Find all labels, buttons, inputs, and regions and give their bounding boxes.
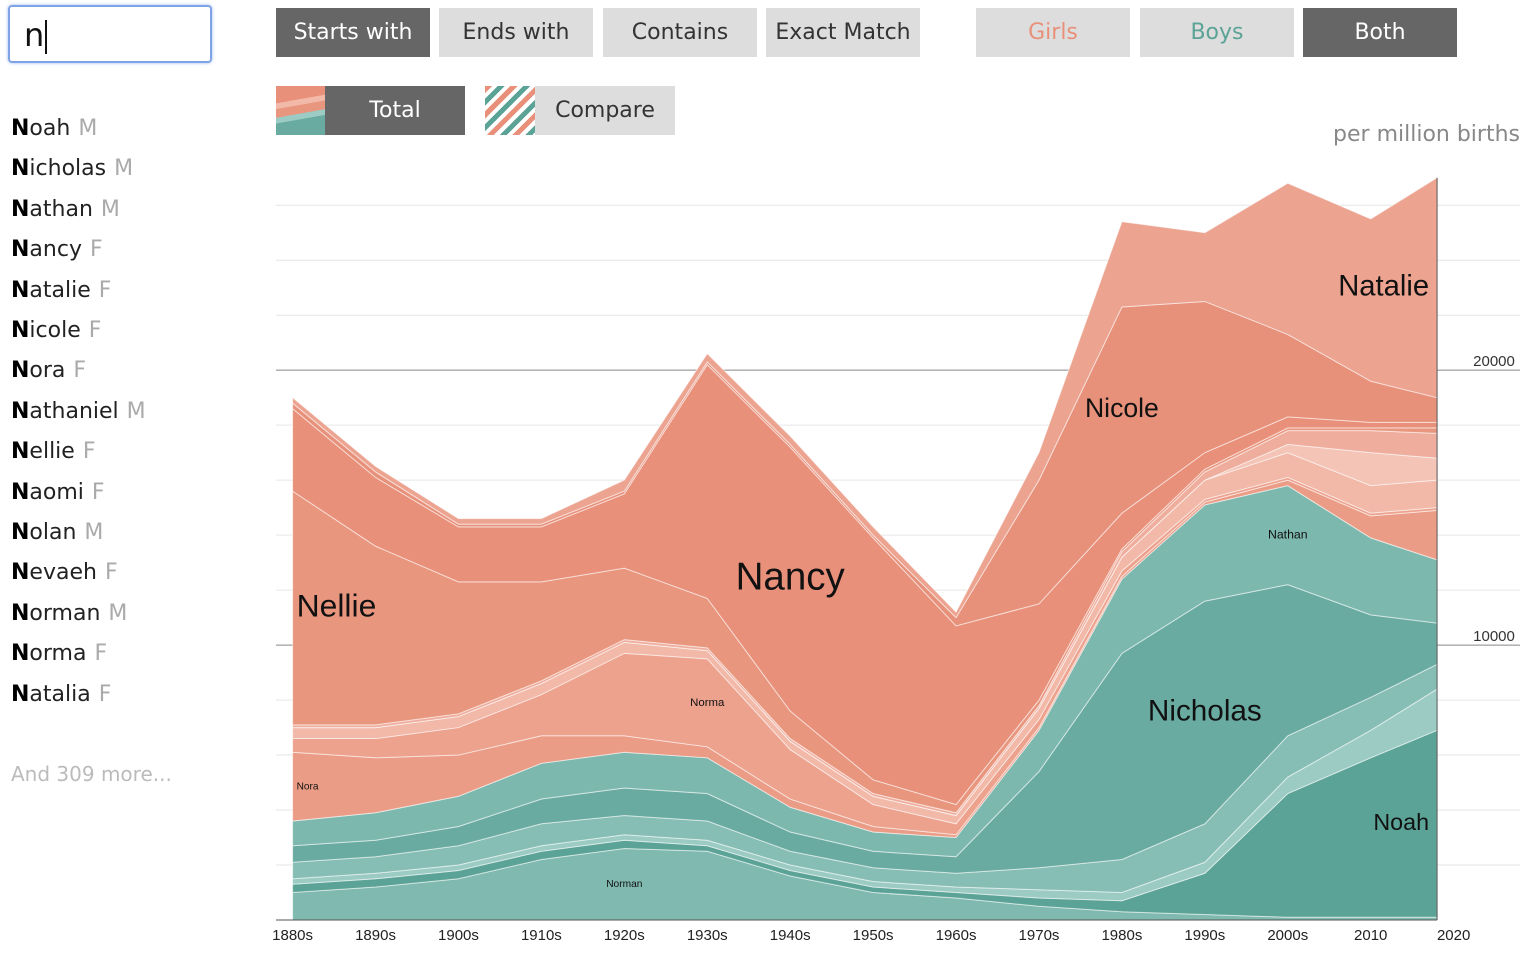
name-row[interactable]: Nathan M [11, 195, 120, 225]
name-row[interactable]: Natalie F [11, 276, 111, 306]
x-tick-label: 1880s [272, 927, 313, 944]
match-button[interactable]: Ends with [439, 8, 593, 57]
name: Norman [11, 600, 101, 626]
area-label: Noah [1373, 809, 1429, 835]
sex-button[interactable]: Boys [1140, 8, 1294, 57]
area-label: Norma [690, 697, 725, 709]
area-label: Nicole [1085, 393, 1159, 423]
sex: M [100, 196, 120, 222]
x-tick-label: 1890s [355, 927, 396, 944]
x-tick-label: 1980s [1101, 927, 1142, 944]
search-box[interactable]: n [8, 5, 212, 63]
sex: M [84, 520, 104, 545]
x-tick-label: 1930s [687, 927, 728, 944]
name: Nicholas [11, 156, 107, 182]
name-row[interactable]: Norma F [11, 639, 107, 669]
name: Nora [11, 358, 66, 384]
x-tick-label: 1950s [853, 927, 894, 944]
x-tick-label: 2000s [1267, 927, 1308, 944]
sex: M [108, 600, 128, 626]
name: Nellie [11, 439, 75, 465]
sex: F [98, 681, 112, 707]
mode-button[interactable]: Compare [535, 86, 675, 135]
area-label: Nancy [736, 555, 846, 598]
name: Nathan [11, 196, 93, 222]
name-row[interactable]: Nicole F [11, 316, 101, 346]
match-button[interactable]: Contains [603, 8, 757, 57]
sex: F [89, 237, 103, 263]
match-button[interactable]: Exact Match [766, 8, 920, 57]
name: Nathaniel [11, 398, 119, 424]
sex: M [114, 156, 134, 182]
x-tick-label: 1920s [604, 927, 645, 944]
y-tick-label: 10000 [1473, 628, 1515, 645]
search-query: n [24, 16, 45, 54]
x-tick-label: 2020 [1437, 927, 1470, 944]
y-tick-label: 20000 [1473, 353, 1515, 370]
sex: M [78, 116, 98, 141]
name-row[interactable]: Naomi F [11, 478, 105, 508]
sex: F [88, 318, 102, 343]
area-label: Norman [606, 879, 642, 890]
x-tick-label: 1900s [438, 927, 479, 944]
name-row[interactable]: Noah M [11, 114, 97, 144]
name-row[interactable]: Nora F [11, 356, 86, 386]
area-label: Nicholas [1148, 694, 1262, 727]
name-row[interactable]: Nicholas M [11, 154, 133, 184]
x-tick-label: 1910s [521, 927, 562, 944]
name-row[interactable]: Nevaeh F [11, 558, 118, 588]
area-label: Nora [297, 781, 319, 792]
name: Natalie [11, 277, 91, 303]
sex: F [94, 641, 108, 667]
name-row[interactable]: Nellie F [11, 437, 96, 467]
x-tick-label: 2010 [1354, 927, 1387, 944]
name-row[interactable]: Nancy F [11, 235, 103, 265]
sex-button[interactable]: Girls [976, 8, 1130, 57]
text-caret [45, 20, 47, 54]
compare-icon[interactable] [485, 86, 535, 135]
name-row[interactable]: Natalia F [11, 680, 111, 710]
total-icon[interactable] [276, 86, 326, 135]
name: Nevaeh [11, 560, 97, 586]
name: Nicole [11, 318, 81, 343]
name-row[interactable]: Nathaniel M [11, 397, 146, 427]
sex-button[interactable]: Both [1303, 8, 1457, 57]
sex: F [104, 560, 118, 586]
name: Nancy [11, 237, 82, 263]
sex: F [73, 358, 87, 384]
match-button[interactable]: Starts with [276, 8, 430, 57]
sex: F [98, 277, 112, 303]
x-tick-label: 1990s [1184, 927, 1225, 944]
x-tick-label: 1960s [936, 927, 977, 944]
area-label: Nathan [1268, 527, 1308, 541]
name: Natalia [11, 681, 91, 707]
sex: F [91, 479, 105, 505]
name: Naomi [11, 479, 84, 505]
name: Noah [11, 116, 71, 141]
name-row[interactable]: Nolan M [11, 518, 103, 548]
name: Norma [11, 641, 87, 667]
sex: M [126, 398, 146, 424]
x-tick-label: 1940s [770, 927, 811, 944]
more-results[interactable]: And 309 more... [11, 762, 172, 786]
area-label: Natalie [1338, 270, 1429, 302]
mode-button[interactable]: Total [325, 86, 465, 135]
y-axis-label: per million births [1333, 122, 1520, 147]
area-label: Nellie [297, 587, 377, 623]
name: Nolan [11, 520, 77, 545]
name-row[interactable]: Norman M [11, 599, 127, 629]
sex: F [82, 439, 96, 465]
x-tick-label: 1970s [1019, 927, 1060, 944]
